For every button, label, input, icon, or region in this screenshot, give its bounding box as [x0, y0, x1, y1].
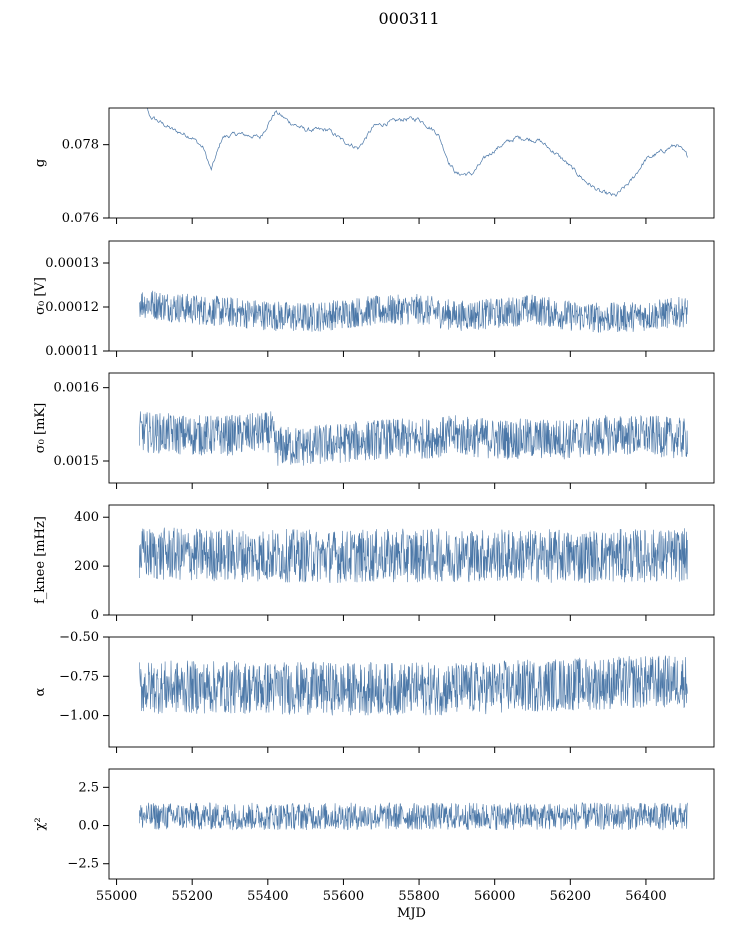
y-tick-label: 0.0016 [54, 381, 100, 396]
y-tick-label: −1.00 [59, 709, 99, 724]
y-tick-label: −2.5 [67, 857, 99, 872]
panel-5: −1.00 −0.75 −0.50 α [33, 630, 715, 753]
y-tick-label: 0.00013 [45, 256, 99, 271]
series-line [139, 411, 688, 466]
y-tick-label: 0.078 [62, 138, 99, 153]
x-tick-label: 55200 [172, 889, 213, 904]
y-axis-label: χ² [33, 817, 48, 830]
panel-1: 0.076 0.078 g [33, 107, 715, 226]
y-tick-label: 0.076 [62, 211, 99, 226]
panel-3: 0.0015 0.0016 σ₀ [mK] [33, 372, 715, 489]
series-line [139, 802, 688, 831]
y-tick-label: 0.0 [78, 819, 99, 834]
plot-frame [108, 372, 715, 484]
x-tick-label: 55800 [398, 889, 439, 904]
x-tick-label: 56200 [550, 889, 591, 904]
y-axis-label: σ₀ [V] [33, 277, 48, 315]
y-tick-label: −0.50 [59, 630, 99, 645]
y-axis-label: f_knee [mHz] [33, 516, 48, 604]
series-line [139, 290, 688, 334]
y-tick-label: 0.00012 [45, 300, 99, 315]
x-tick-label: 55400 [247, 889, 288, 904]
y-tick-label: 2.5 [78, 780, 99, 795]
series-line [147, 108, 688, 197]
series-line [139, 527, 688, 584]
x-axis-label: MJD [397, 906, 426, 921]
plot-frame [108, 504, 715, 616]
y-tick-label: 0.00011 [45, 344, 99, 359]
panel-4: 0 200 400 f_knee [mHz] [33, 504, 715, 623]
y-tick-label: −0.75 [59, 669, 99, 684]
plot-frame [108, 636, 715, 748]
y-axis-label: g [33, 159, 48, 167]
plot-frame [108, 768, 715, 880]
x-tick-label: 56400 [625, 889, 666, 904]
panel-2: 0.00011 0.00012 0.00013 σ₀ [V] [33, 240, 715, 359]
y-axis-label: α [33, 687, 48, 696]
y-tick-label: 400 [74, 510, 99, 525]
plot-frame [108, 107, 715, 219]
y-tick-label: 0.0015 [54, 454, 100, 469]
y-axis-label: σ₀ [mK] [33, 403, 48, 453]
panel-6: −2.5 0.0 2.5 55000 55200 55400 55600 55800 56000… [33, 768, 715, 921]
x-tick-label: 55600 [323, 889, 364, 904]
figure-title: 000311 [378, 9, 439, 28]
x-tick-label: 55000 [96, 889, 137, 904]
plot-frame [108, 240, 715, 352]
series-line [139, 655, 688, 716]
y-tick-label: 200 [74, 559, 99, 574]
x-tick-label: 56000 [474, 889, 515, 904]
y-tick-label: 0 [91, 608, 99, 623]
